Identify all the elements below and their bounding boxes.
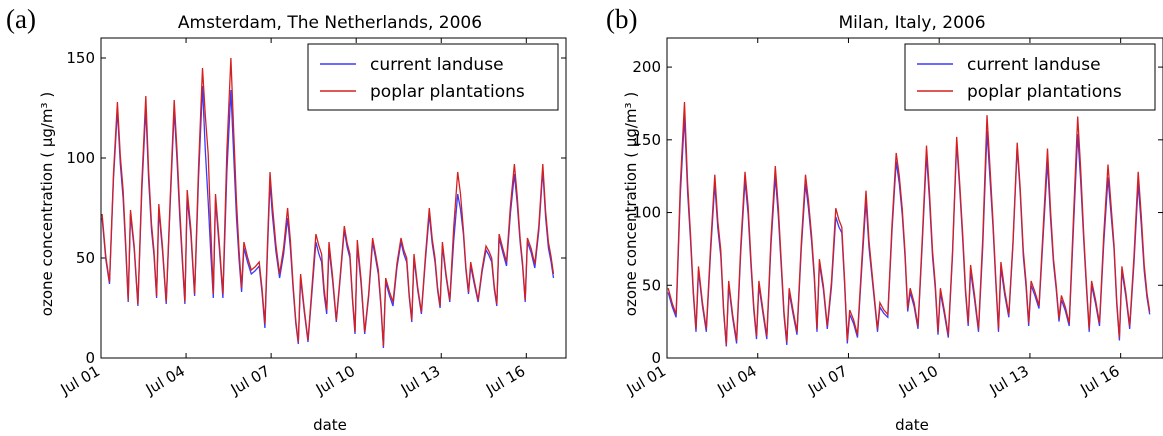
y-tick-label: 50 (76, 249, 95, 267)
x-tick-label: Jul 04 (714, 362, 760, 399)
x-tick-label: Jul 10 (312, 362, 358, 399)
x-tick-label: Jul 04 (142, 362, 188, 399)
legend-label-current-landuse: current landuse (967, 55, 1101, 75)
legend: current landuse poplar plantations (904, 43, 1156, 111)
y-tick-label: 0 (651, 349, 661, 367)
x-tick-label: Jul 16 (1076, 362, 1122, 399)
y-axis-label: ozone concentration ( μg/m³ ) (622, 92, 640, 316)
plot-frame (100, 37, 567, 359)
y-tick-label: 100 (66, 149, 95, 167)
series-line-current-landuse (667, 116, 1151, 347)
panel-amsterdam: (a) Amsterdam, The Netherlands, 2006 dat… (6, 4, 567, 434)
x-axis-label: date (313, 416, 347, 434)
panel-label: (a) (6, 4, 36, 34)
legend-box (307, 43, 559, 111)
x-tick-label: Jul 16 (482, 362, 528, 399)
panel-label: (b) (606, 4, 637, 34)
series-line-poplar-plantations (667, 101, 1151, 345)
plot-frame (666, 37, 1163, 359)
y-tick-label: 150 (66, 49, 95, 67)
y-axis-label: ozone concentration ( μg/m³ ) (38, 92, 56, 316)
legend: current landuse poplar plantations (307, 43, 559, 111)
panel-milan: (b) Milan, Italy, 2006 date ozone concen… (606, 4, 1163, 434)
legend-box (904, 43, 1156, 111)
legend-label-poplar-plantations: poplar plantations (967, 82, 1122, 102)
y-tick-label: 200 (632, 58, 661, 76)
x-axis-label: date (895, 416, 929, 434)
series-line-poplar-plantations (101, 57, 555, 347)
x-tick-label: Jul 10 (895, 362, 941, 399)
legend-label-current-landuse: current landuse (370, 55, 504, 75)
series-layer (101, 57, 555, 349)
y-tick-label: 50 (642, 276, 661, 294)
x-tick-label: Jul 07 (227, 362, 273, 399)
x-tick-label: Jul 01 (623, 362, 669, 399)
x-tick-label: Jul 01 (57, 362, 103, 399)
chart-title: Milan, Italy, 2006 (838, 13, 985, 33)
chart-title: Amsterdam, The Netherlands, 2006 (178, 13, 482, 33)
x-tick-label: Jul 13 (397, 362, 443, 399)
legend-label-poplar-plantations: poplar plantations (370, 82, 525, 102)
x-tick-label: Jul 07 (804, 362, 850, 399)
y-tick-label: 100 (632, 204, 661, 222)
y-tick-label: 0 (85, 349, 95, 367)
series-layer (667, 101, 1151, 347)
x-tick-label: Jul 13 (986, 362, 1032, 399)
y-tick-label: 150 (632, 131, 661, 149)
